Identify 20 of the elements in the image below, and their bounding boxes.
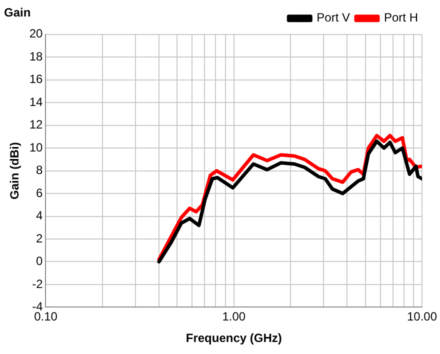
y-tick-label: 14 xyxy=(29,94,44,109)
y-tick-label: 20 xyxy=(29,26,44,41)
y-tick-label: 10 xyxy=(29,140,44,154)
y-tick-label: 2 xyxy=(36,231,44,246)
y-tick-label: 18 xyxy=(29,49,44,64)
x-tick-label: 10.00 xyxy=(406,310,438,324)
legend-label: Port V xyxy=(316,10,350,25)
x-tick-label: 1.00 xyxy=(222,310,246,324)
x-axis-title: Frequency (GHz) xyxy=(186,331,282,346)
y-tick-label: 12 xyxy=(29,118,44,132)
y-tick-label: 4 xyxy=(36,208,44,223)
y-tick-label: -2 xyxy=(32,276,44,291)
y-tick-label: 0 xyxy=(36,254,44,268)
x-tick-label: 0.10 xyxy=(34,310,58,324)
y-axis-title: Gain (dBi) xyxy=(8,142,22,200)
legend-label: Port H xyxy=(384,10,418,25)
y-tick-label: 16 xyxy=(29,72,44,86)
y-tick-label: 8 xyxy=(36,163,44,178)
y-tick-label: 6 xyxy=(36,186,44,200)
chart-title: Gain xyxy=(4,6,31,20)
